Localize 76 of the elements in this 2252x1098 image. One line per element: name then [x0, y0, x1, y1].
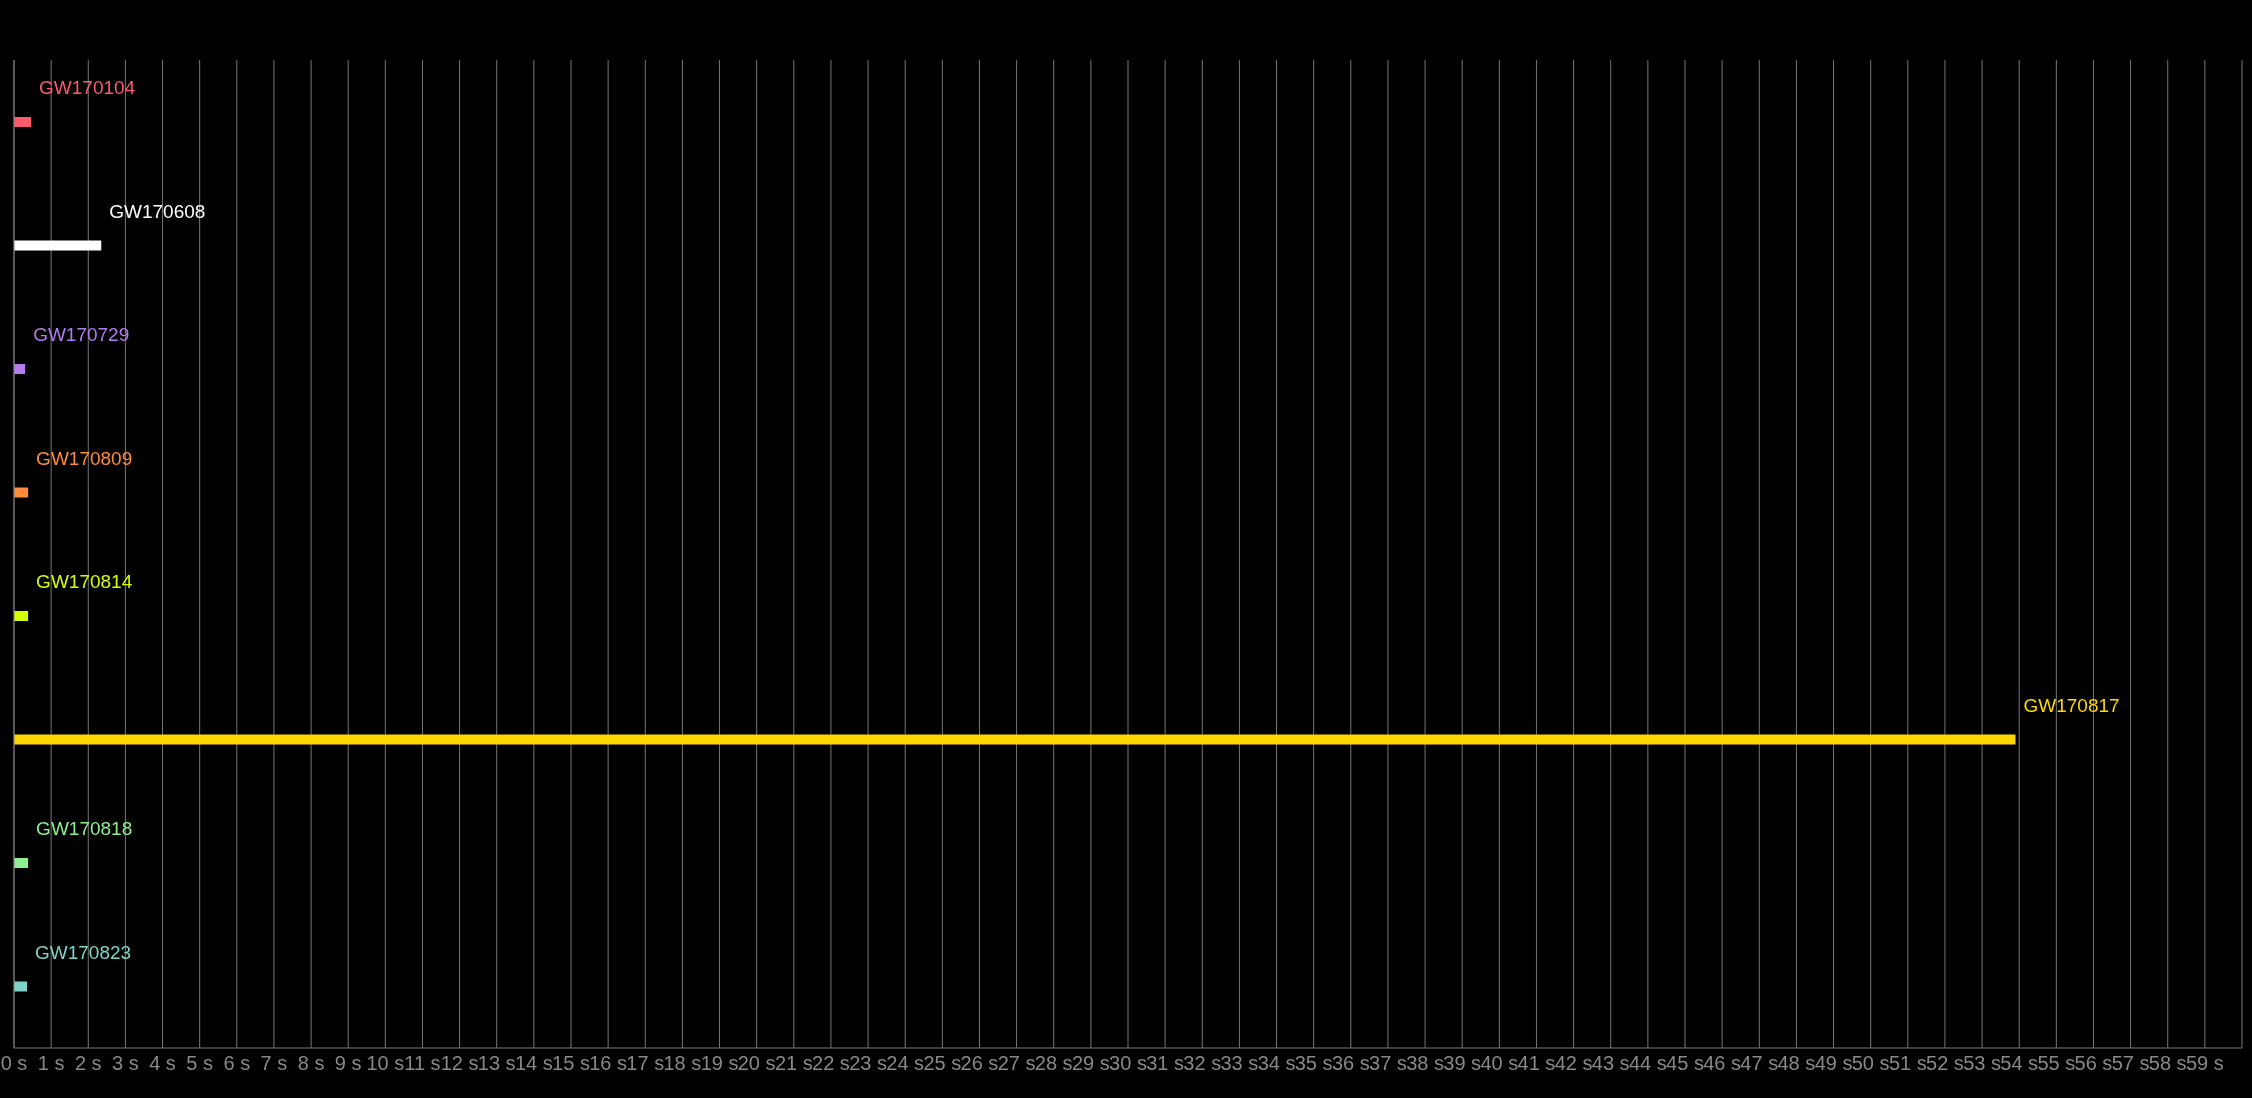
x-tick-label: 37 s	[1369, 1052, 1407, 1075]
y-tick-label: GW170104	[39, 77, 136, 98]
x-tick-label: 55 s	[2037, 1052, 2076, 1075]
x-tick-label: 36 s	[1331, 1052, 1370, 1075]
x-tick-label: 58 s	[2148, 1052, 2187, 1075]
x-tick-label: 56 s	[2074, 1052, 2113, 1075]
x-tick-label: 52 s	[1926, 1052, 1964, 1075]
y-tick-label: GW170823	[35, 941, 132, 963]
x-tick-label: 54 s	[2000, 1052, 2039, 1075]
y-tick-label: GW170608	[109, 200, 206, 222]
x-tick-label: 39 s	[1443, 1052, 1482, 1075]
x-tick-label: 12 s	[440, 1052, 479, 1075]
x-tick-label: 3 s	[112, 1052, 139, 1075]
x-tick-label: 45 s	[1666, 1052, 1704, 1075]
x-tick-label: 48 s	[1777, 1052, 1816, 1075]
x-tick-label: 17 s	[626, 1052, 665, 1075]
x-tick-label: 51 s	[1888, 1052, 1927, 1075]
x-tick-label: 34 s	[1257, 1052, 1296, 1075]
x-tick-label: 44 s	[1628, 1052, 1667, 1075]
x-tick-label: 53 s	[1963, 1052, 2001, 1075]
x-tick-label: 23 s	[849, 1052, 887, 1075]
x-tick-label: 11 s	[404, 1052, 441, 1075]
x-tick-label: 15 s	[552, 1052, 590, 1075]
y-tick-label: GW170809	[36, 447, 133, 469]
x-tick-label: 14 s	[514, 1052, 553, 1075]
bar	[14, 981, 27, 992]
x-tick-label: 18 s	[663, 1052, 702, 1075]
bar	[14, 240, 102, 251]
x-tick-label: 4 s	[149, 1052, 176, 1075]
y-tick-label: GW170814	[36, 571, 133, 592]
x-tick-label: 42 s	[1554, 1052, 1593, 1075]
x-tick-label: 1 s	[37, 1052, 65, 1075]
x-tick-label: 40 s	[1480, 1052, 1519, 1075]
x-tick-label: 25 s	[923, 1052, 962, 1075]
y-tick-label: GW170817	[2023, 694, 2120, 716]
x-tick-label: 46 s	[1703, 1052, 1742, 1075]
x-tick-label: 9 s	[334, 1052, 362, 1075]
bar	[14, 364, 26, 374]
x-tick-label: 26 s	[960, 1052, 999, 1075]
x-tick-label: 27 s	[997, 1052, 1036, 1075]
x-tick-label: 50 s	[1851, 1052, 1890, 1075]
x-tick-label: 33 s	[1220, 1052, 1259, 1075]
x-tick-label: 41 s	[1517, 1052, 1556, 1075]
bar	[14, 117, 32, 127]
x-tick-label: 47 s	[1740, 1052, 1779, 1075]
x-tick-label: 6 s	[223, 1052, 251, 1075]
x-tick-label: 21 s	[774, 1052, 813, 1075]
x-tick-label: 28 s	[1034, 1052, 1073, 1075]
x-tick-label: 43 s	[1591, 1052, 1630, 1075]
x-tick-label: 59 s	[2185, 1052, 2224, 1075]
x-tick-label: 5 s	[186, 1052, 214, 1075]
x-tick-label: 30 s	[1109, 1052, 1147, 1075]
x-tick-label: 31 s	[1146, 1052, 1185, 1075]
x-tick-label: 13 s	[477, 1052, 516, 1075]
x-tick-label: 8 s	[297, 1052, 325, 1075]
x-tick-label: 0 s	[0, 1052, 28, 1075]
x-tick-label: 22 s	[812, 1052, 850, 1075]
x-tick-label: 24 s	[886, 1052, 925, 1075]
x-tick-label: 2 s	[74, 1052, 102, 1075]
x-tick-label: 35 s	[1294, 1052, 1333, 1075]
bar	[14, 858, 29, 868]
y-tick-label: GW170818	[36, 818, 133, 839]
bar	[14, 487, 29, 498]
bar	[14, 734, 2016, 745]
x-tick-label: 10 s	[366, 1052, 405, 1075]
bar	[14, 611, 29, 621]
y-tick-label: GW170729	[33, 324, 130, 345]
x-tick-label: 38 s	[1406, 1052, 1444, 1075]
x-tick-label: 32 s	[1183, 1052, 1222, 1075]
x-tick-label: 49 s	[1814, 1052, 1853, 1075]
x-tick-label: 16 s	[589, 1052, 628, 1075]
x-tick-label: 57 s	[2111, 1052, 2150, 1075]
x-tick-label: 20 s	[737, 1052, 776, 1075]
x-tick-label: 19 s	[700, 1052, 739, 1075]
x-tick-label: 7 s	[260, 1052, 288, 1075]
x-tick-label: 29 s	[1071, 1052, 1110, 1075]
